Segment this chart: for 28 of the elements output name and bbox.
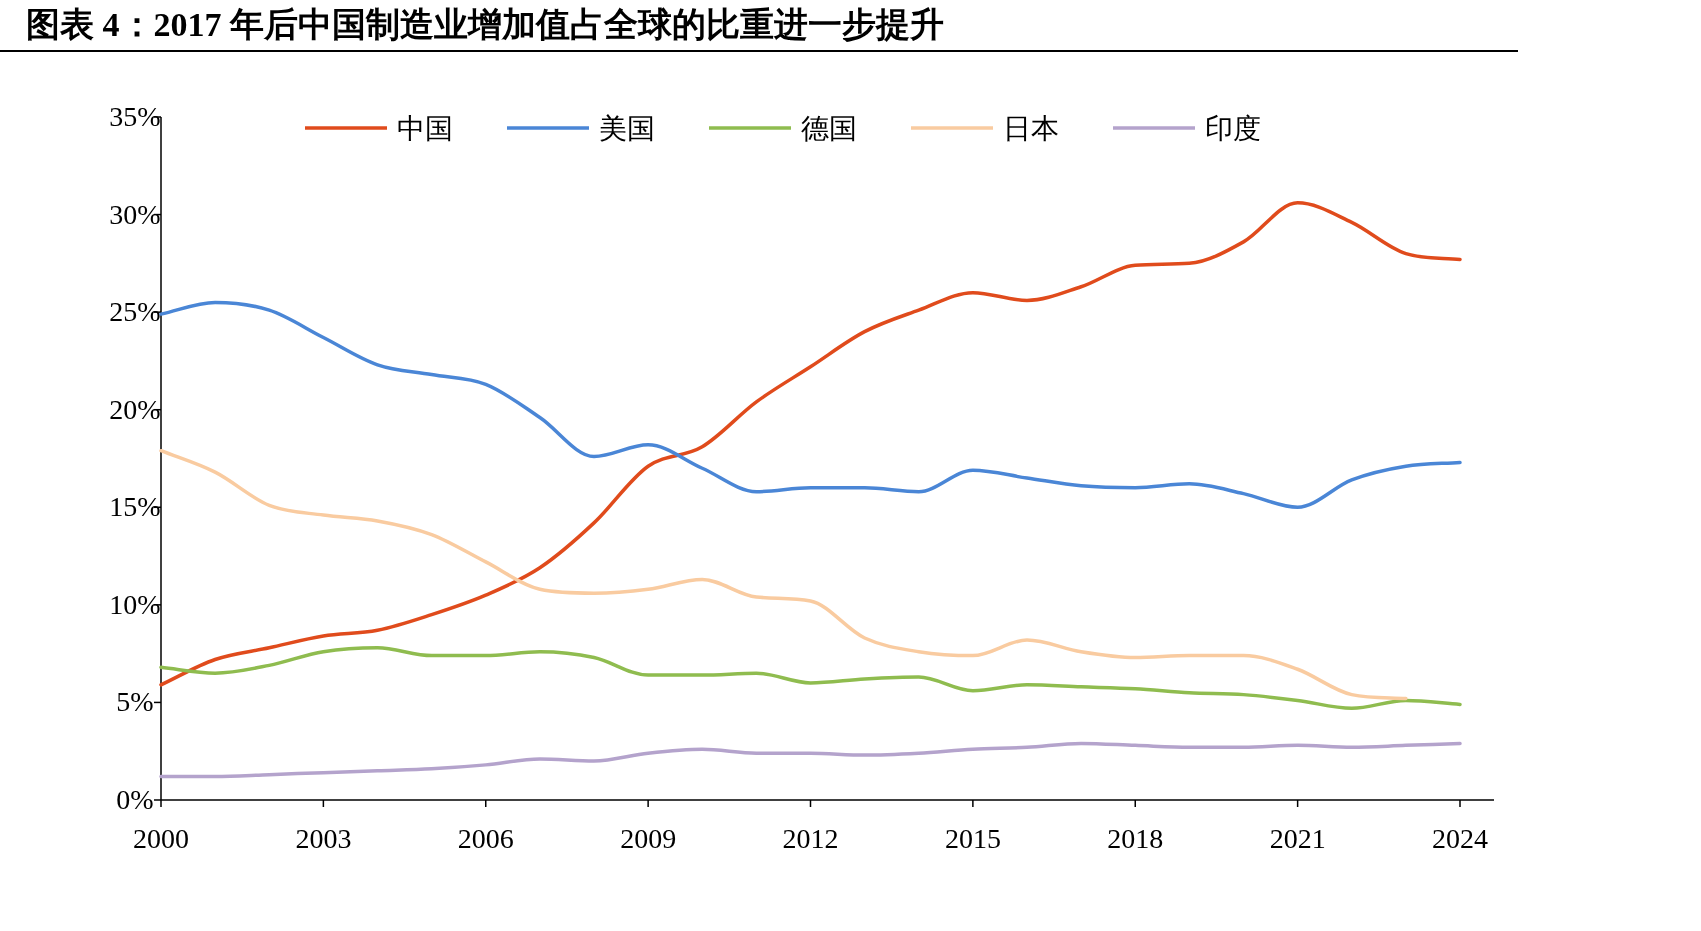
legend-label: 印度 [1205,112,1261,145]
x-tick-label: 2006 [457,823,514,854]
legend-德国: 德国 [709,112,857,145]
legend-label: 日本 [1003,112,1059,145]
x-tick-label: 2000 [133,823,189,854]
y-tick-label: 5% [116,686,154,718]
legend-label: 中国 [397,112,453,145]
x-tick-label: 2018 [1107,823,1164,854]
y-tick-label: 0% [116,784,154,815]
y-tick-label: 30% [109,198,161,230]
x-tick-label: 2009 [620,823,677,854]
y-tick-label: 25% [109,296,161,328]
legend-label: 德国 [801,112,857,145]
legend-美国: 美国 [507,112,655,145]
legend-label: 美国 [599,112,655,145]
x-tick-label: 2021 [1269,823,1326,854]
legend-印度: 印度 [1113,112,1261,145]
y-tick-label: 20% [109,393,161,425]
x-tick-label: 2024 [1432,823,1488,854]
legend-中国: 中国 [305,112,453,145]
y-tick-label: 10% [109,588,161,620]
legend-日本: 日本 [911,112,1059,145]
x-tick-label: 2012 [782,823,839,854]
y-tick-label: 35% [109,101,161,132]
x-tick-label: 2015 [944,823,1001,854]
chart-title: 图表 4：2017 年后中国制造业增加值占全球的比重进一步提升 [26,6,944,43]
y-tick-label: 15% [109,491,161,523]
x-tick-label: 2003 [295,823,352,854]
